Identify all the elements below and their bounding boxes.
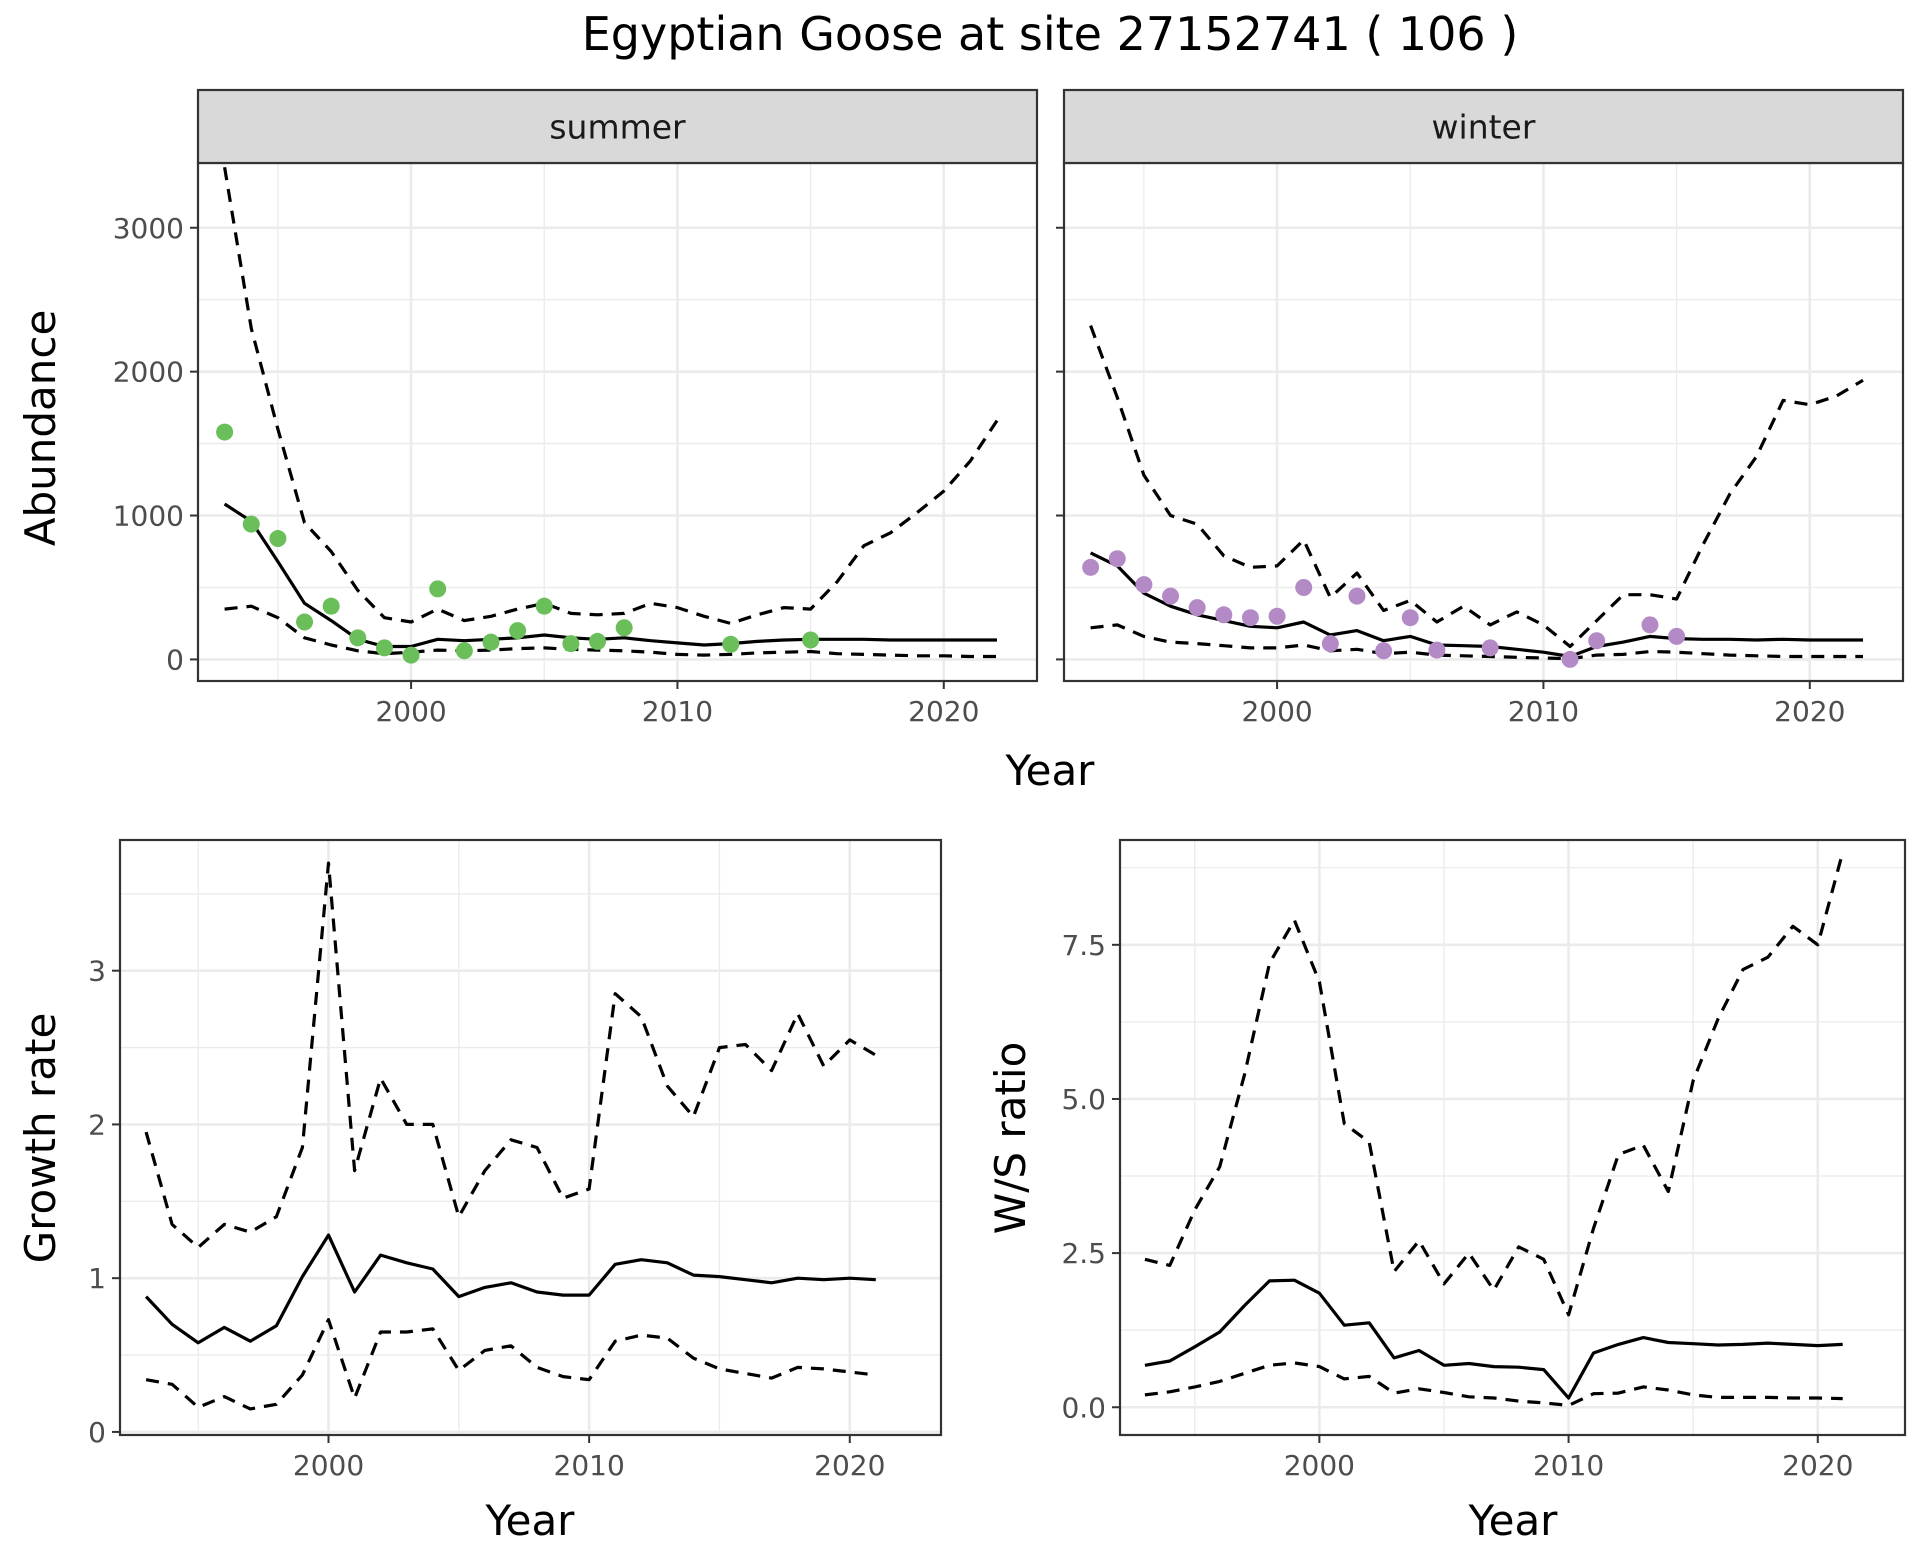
observed-point xyxy=(1295,578,1313,596)
observed-point xyxy=(1268,607,1286,625)
series-line-upper xyxy=(1144,851,1845,1317)
y-tick-label: 5.0 xyxy=(1061,1083,1106,1116)
x-tick-label: 2010 xyxy=(642,695,713,728)
observed-point xyxy=(1108,550,1126,568)
growth-y-axis-title: Growth rate xyxy=(16,1013,65,1264)
y-tick-label: 2000 xyxy=(113,356,184,389)
observed-point xyxy=(1321,635,1339,653)
gridlines xyxy=(198,163,1037,681)
panel-growth: 2000 2010 2020 0 1 2 3 xyxy=(88,838,943,1482)
gridlines xyxy=(120,840,941,1435)
series-line-lower xyxy=(145,1318,876,1411)
observed-point xyxy=(455,642,473,660)
series-line-lower xyxy=(1090,623,1863,661)
panel-background xyxy=(120,840,941,1435)
x-tick-label: 2000 xyxy=(1241,695,1312,728)
observed-point xyxy=(402,646,420,664)
observed-point xyxy=(1375,642,1393,660)
strip-label: summer xyxy=(549,108,686,147)
y-tick-label: 0 xyxy=(166,643,184,676)
panel-border xyxy=(118,838,943,1437)
ratio-y-axis-title: W/S ratio xyxy=(986,1042,1035,1235)
strip-label: winter xyxy=(1432,108,1536,147)
observed-point xyxy=(1561,650,1579,668)
series-line-lower xyxy=(1144,1361,1843,1407)
y-tick-label: 7.5 xyxy=(1061,929,1106,962)
observed-point xyxy=(1215,606,1233,624)
observed-point xyxy=(802,631,820,649)
y-tick-label: 1 xyxy=(88,1262,106,1295)
y-tick-label: 0.0 xyxy=(1061,1391,1106,1424)
x-tick-label: 2010 xyxy=(554,1449,625,1482)
observed-point xyxy=(1588,632,1606,650)
x-tick-label: 2020 xyxy=(1782,1449,1853,1482)
strip-summer xyxy=(196,88,1039,165)
series-line-upper xyxy=(223,167,999,625)
observed-point xyxy=(1348,587,1366,605)
growth-x-axis-title: Year xyxy=(485,1496,576,1545)
observed-point xyxy=(242,515,260,533)
observed-point xyxy=(1082,558,1100,576)
strip-winter xyxy=(1062,88,1905,165)
x-tick-label: 2020 xyxy=(908,695,979,728)
panel-border xyxy=(1118,838,1907,1437)
panel-ratio: 2000 2010 2020 0.0 2.5 5.0 7.5 xyxy=(1061,838,1907,1482)
observed-point xyxy=(216,423,234,441)
top-x-axis-title: Year xyxy=(1005,746,1096,795)
x-tick-label: 2000 xyxy=(293,1449,364,1482)
series-line-estimate xyxy=(1144,1278,1843,1400)
gridlines xyxy=(1120,840,1905,1435)
y-tick-label: 0 xyxy=(88,1416,106,1449)
observed-point xyxy=(722,635,740,653)
y-tick-label: 3000 xyxy=(113,212,184,245)
observed-point xyxy=(269,530,287,548)
series-line-estimate xyxy=(144,1233,876,1345)
panel-background xyxy=(1120,840,1905,1435)
observed-point xyxy=(296,613,314,631)
observed-point xyxy=(1481,639,1499,657)
observed-point xyxy=(589,632,607,650)
observed-point xyxy=(1428,641,1446,659)
y-tick-label: 3 xyxy=(88,955,106,988)
observed-point xyxy=(375,639,393,657)
observed-point xyxy=(429,580,447,598)
observed-point xyxy=(1162,587,1180,605)
observed-point xyxy=(1668,627,1686,645)
x-tick-label: 2010 xyxy=(1508,695,1579,728)
series-line-upper xyxy=(1089,325,1864,649)
figure-title: Egyptian Goose at site 27152741 ( 106 ) xyxy=(582,7,1519,61)
observed-point xyxy=(615,619,633,637)
y-tick-label: 2 xyxy=(88,1108,106,1141)
observed-point xyxy=(322,597,340,615)
panel-summer: summer 2000 2010 2020 0 1000 2000 3000 xyxy=(113,88,1039,728)
ratio-x-axis-title: Year xyxy=(1468,1496,1559,1545)
panel-background xyxy=(1064,163,1903,681)
y-tick-label: 2.5 xyxy=(1061,1237,1106,1270)
series-line-lower xyxy=(224,604,997,659)
observed-point xyxy=(1401,609,1419,627)
x-tick-label: 2000 xyxy=(375,695,446,728)
series-line-upper xyxy=(144,861,877,1249)
top-y-axis-title: Abundance xyxy=(16,310,65,547)
x-tick-label: 2000 xyxy=(1284,1449,1355,1482)
observed-point xyxy=(1241,609,1259,627)
observed-point xyxy=(509,622,527,640)
observed-point xyxy=(1135,576,1153,594)
observed-point xyxy=(1188,599,1206,617)
observed-point xyxy=(482,633,500,651)
panel-background xyxy=(198,163,1037,681)
panel-winter: winter 2000 2010 2020 xyxy=(1056,88,1905,728)
x-tick-label: 2020 xyxy=(814,1449,885,1482)
observed-point xyxy=(562,635,580,653)
y-tick-label: 1000 xyxy=(113,500,184,533)
x-tick-label: 2020 xyxy=(1774,695,1845,728)
x-tick-label: 2010 xyxy=(1533,1449,1604,1482)
observed-point xyxy=(535,597,553,615)
observed-point xyxy=(349,629,367,647)
observed-point xyxy=(1641,616,1659,634)
gridlines xyxy=(1064,163,1903,681)
